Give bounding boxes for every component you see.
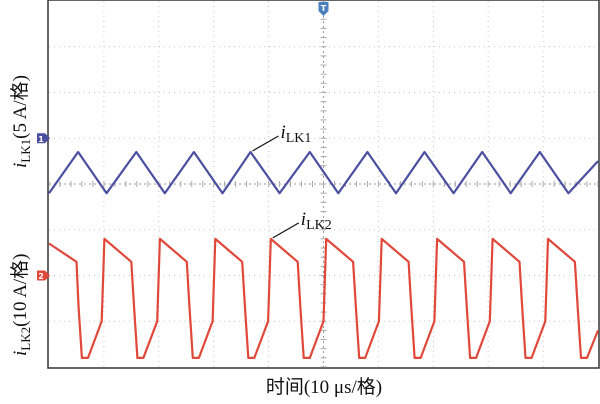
ch1-ground-marker: 1 bbox=[37, 133, 50, 144]
ch2-axis-title: iLK2(10 A/格) bbox=[9, 254, 33, 356]
annotations: iLK1 iLK2 bbox=[252, 122, 332, 239]
ann-ilk2: iLK2 bbox=[272, 209, 332, 239]
svg-text:iLK1: iLK1 bbox=[280, 122, 311, 146]
ilk1-trace bbox=[48, 150, 599, 195]
ch1-axis-title: iLK1(5 A/格) bbox=[9, 75, 33, 168]
svg-text:T: T bbox=[321, 4, 327, 13]
ch2-ground-marker: 2 bbox=[37, 270, 50, 281]
traces bbox=[48, 150, 600, 359]
svg-text:2: 2 bbox=[38, 272, 44, 281]
ann-ilk1: iLK1 bbox=[252, 122, 311, 152]
trigger-marker: T bbox=[318, 2, 329, 16]
svg-text:1: 1 bbox=[38, 135, 44, 144]
x-axis-title: 时间(10 μs/格) bbox=[266, 376, 382, 398]
svg-text:iLK2: iLK2 bbox=[301, 209, 332, 233]
ilk2-trace bbox=[48, 237, 600, 359]
channel-markers: 1 2 T bbox=[37, 2, 329, 281]
